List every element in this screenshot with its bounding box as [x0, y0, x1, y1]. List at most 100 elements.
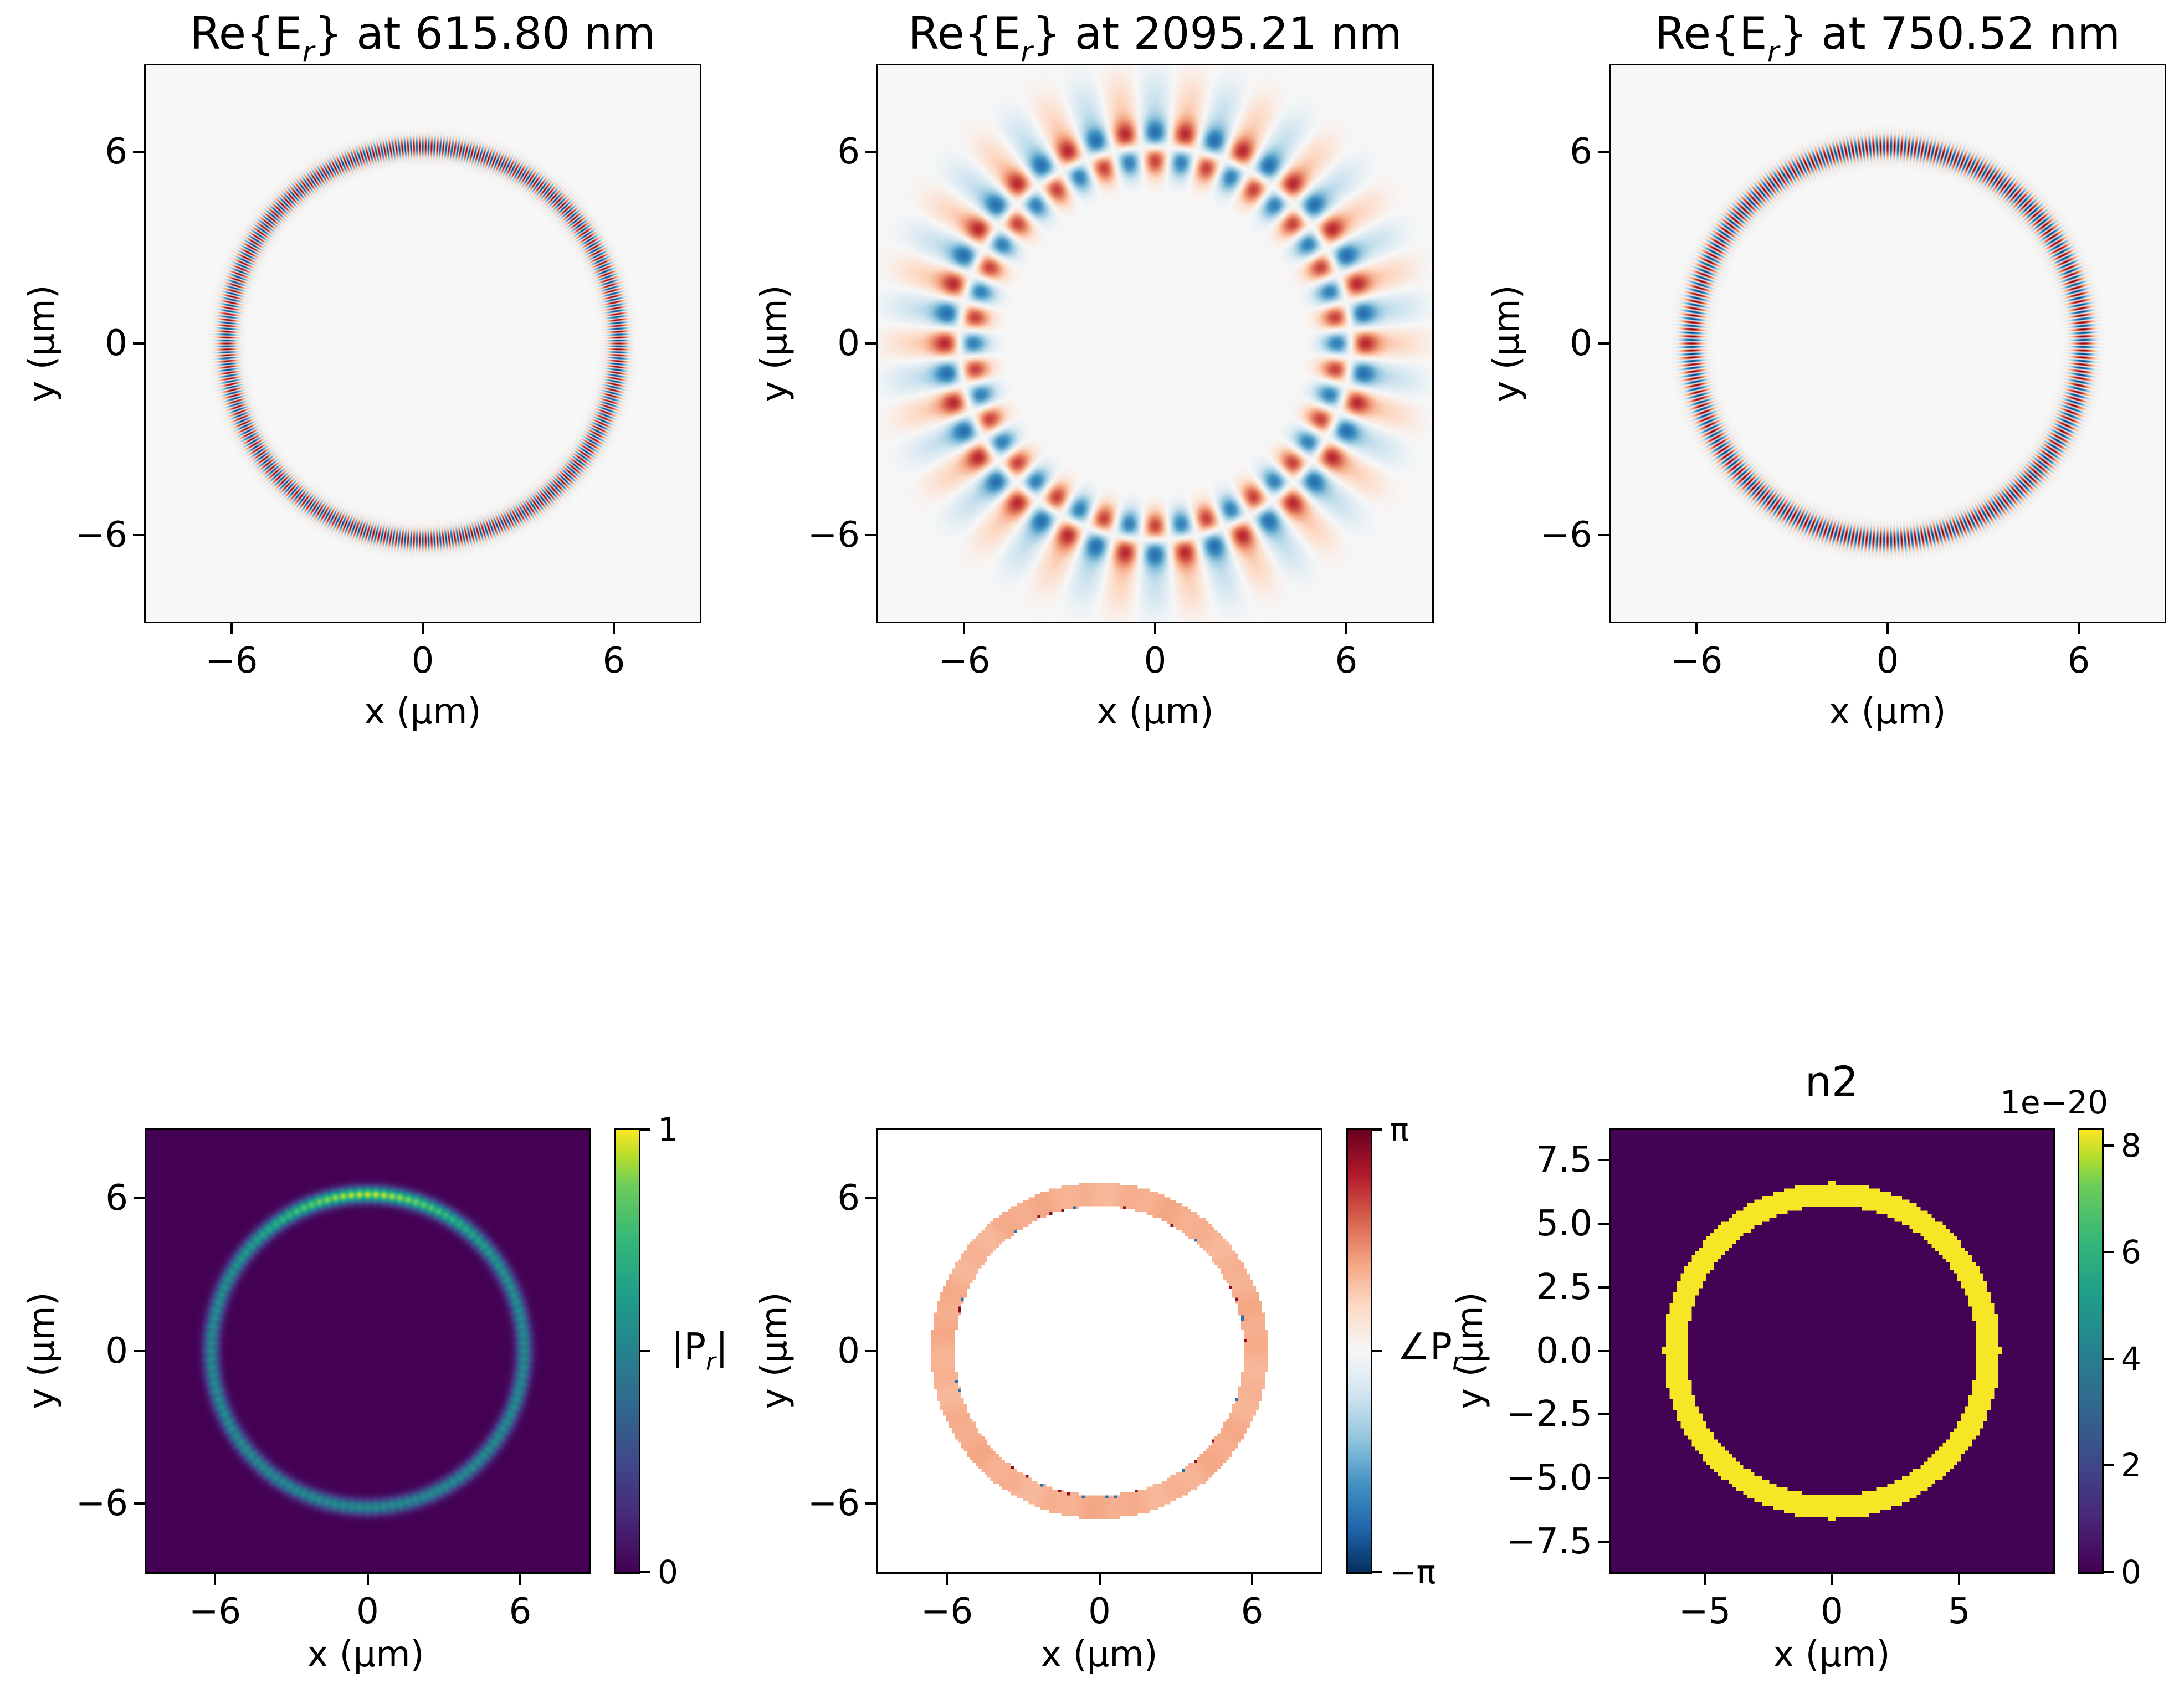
x-tick-label: −6 [920, 1591, 973, 1632]
y-tick-mark [865, 1349, 876, 1352]
x-tick-label: 0 [356, 1591, 379, 1632]
panel-title-er-615: Re{Er} at 615.80 nm [190, 8, 655, 69]
colorbar-tick-mark [1372, 1128, 1382, 1131]
x-tick-label: 6 [509, 1591, 532, 1632]
y-tick-mark [1598, 534, 1609, 537]
x-tick-label: 0 [1821, 1591, 1843, 1632]
x-tick-label: 6 [1240, 1591, 1264, 1632]
colorbar-tick-mark [640, 1349, 650, 1352]
x-axis-label: x (μm) [1096, 691, 1214, 732]
x-tick-mark [945, 1574, 948, 1585]
cb-label-subscript: r [706, 1348, 716, 1376]
y-tick-label: −2.5 [1506, 1394, 1592, 1435]
y-tick-label: 0 [837, 1330, 860, 1372]
colorbar-tick-mark [2104, 1251, 2114, 1254]
colorbar-tick-label: 1 [658, 1111, 678, 1148]
colorbar-tick-mark [1372, 1349, 1382, 1352]
title-subscript: r [1021, 35, 1033, 69]
x-tick-label: −6 [1670, 640, 1723, 681]
y-tick-mark [1598, 1413, 1609, 1416]
title-text: } at 750.52 nm [1778, 8, 2121, 59]
y-tick-label: 6 [105, 131, 127, 172]
y-tick-mark [134, 1349, 145, 1352]
x-tick-mark [1703, 1574, 1706, 1585]
panel-title-n2: n2 [1805, 1057, 1859, 1106]
y-tick-mark [865, 342, 876, 345]
x-tick-mark [1098, 1574, 1101, 1585]
title-subscript: r [302, 35, 314, 69]
colorbar-tick-mark [640, 1128, 650, 1131]
title-text: Re{E [1654, 8, 1767, 59]
y-tick-mark [1598, 1540, 1609, 1543]
y-tick-label: 0 [105, 1330, 128, 1372]
title-text: } at 2095.21 nm [1032, 8, 1402, 59]
x-tick-mark [612, 623, 615, 634]
colorbar-pr-magnitude [614, 1128, 640, 1574]
y-tick-label: 5.0 [1536, 1203, 1592, 1244]
x-tick-mark [519, 1574, 522, 1585]
pr-magnitude-heatmap [146, 1130, 589, 1572]
cb-label-subscript: r [1452, 1348, 1462, 1376]
y-tick-label: 6 [105, 1177, 128, 1219]
y-tick-mark [134, 1502, 145, 1505]
x-tick-mark [1695, 623, 1698, 634]
title-text: } at 615.80 nm [314, 8, 656, 59]
y-tick-mark [865, 1502, 876, 1505]
colorbar-tick-mark [2104, 1464, 2114, 1467]
x-tick-mark [1154, 623, 1156, 634]
x-tick-mark [230, 623, 233, 634]
colorbar-tick-label: 8 [2121, 1126, 2141, 1164]
y-tick-label: 6 [1570, 131, 1592, 172]
y-tick-mark [1598, 1222, 1609, 1225]
cb-label-text: ∠P [1397, 1325, 1452, 1368]
y-tick-label: −6 [75, 1483, 128, 1525]
x-tick-mark [1831, 1574, 1833, 1585]
colorbar-label-pr-phase: ∠Pr [1397, 1325, 1462, 1375]
x-tick-label: 0 [1876, 640, 1899, 681]
x-tick-label: 0 [411, 640, 434, 681]
y-tick-label: 7.5 [1536, 1139, 1592, 1181]
panel-title-er-750: Re{Er} at 750.52 nm [1655, 8, 2120, 69]
colorbar-gradient [616, 1130, 639, 1572]
n2-heatmap [1611, 1130, 2053, 1572]
colorbar-tick-label: 6 [2121, 1233, 2141, 1271]
colorbar-tick-label: π [1390, 1111, 1409, 1148]
colorbar-offset-label: 1e−20 [2000, 1084, 2108, 1121]
x-tick-mark [2077, 623, 2080, 634]
cb-label-text: | [715, 1325, 728, 1368]
x-tick-label: 0 [1088, 1591, 1111, 1632]
colorbar-n2 [2078, 1128, 2104, 1574]
y-tick-mark [133, 342, 144, 345]
colorbar-label-pr-magnitude: |Pr| [671, 1325, 728, 1375]
title-subscript: r [1767, 35, 1779, 69]
x-tick-mark [422, 623, 424, 634]
y-tick-label: 0 [1570, 323, 1592, 364]
x-tick-label: 6 [602, 640, 626, 681]
colorbar-gradient [1348, 1130, 1371, 1572]
x-tick-mark [213, 1574, 216, 1585]
y-tick-label: 6 [837, 131, 860, 172]
x-axis-label: x (μm) [1829, 691, 1946, 732]
y-tick-label: 0.0 [1536, 1330, 1592, 1372]
x-tick-mark [1886, 623, 1889, 634]
er-2095-plot-area [876, 64, 1434, 623]
x-axis-label: x (μm) [307, 1634, 424, 1675]
y-tick-mark [1598, 1286, 1609, 1289]
y-tick-label: 0 [837, 323, 860, 364]
y-tick-mark [133, 150, 144, 153]
y-tick-mark [1598, 1477, 1609, 1480]
x-tick-mark [1958, 1574, 1961, 1585]
colorbar-tick-label: 2 [2121, 1446, 2141, 1485]
pr-phase-plot-area [876, 1128, 1322, 1574]
colorbar-tick-label: −π [1390, 1553, 1436, 1591]
y-tick-mark [134, 1197, 145, 1199]
y-tick-mark [133, 534, 144, 537]
pr-phase-heatmap [878, 1130, 1321, 1572]
x-tick-label: 5 [1947, 1591, 1971, 1632]
y-tick-mark [1598, 1159, 1609, 1162]
er-750-heatmap [1611, 65, 2165, 622]
x-tick-mark [1345, 623, 1347, 634]
y-tick-label: 6 [837, 1177, 860, 1219]
y-tick-label: −6 [807, 515, 860, 556]
